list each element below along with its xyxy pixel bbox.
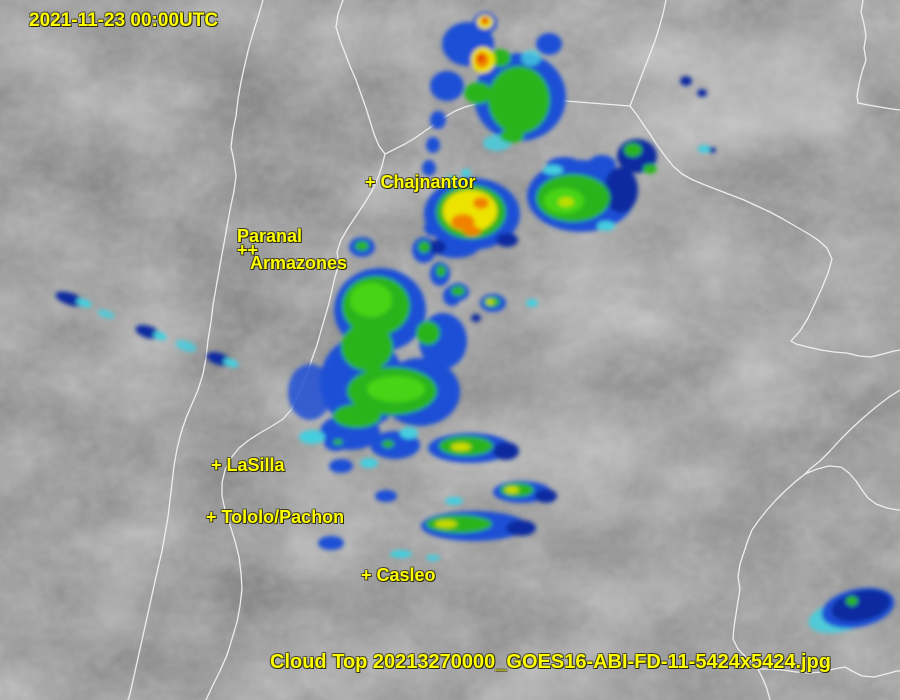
border-bottom-right-branch — [804, 465, 900, 511]
cold-cloud-tops — [55, 12, 895, 634]
border-top-right — [856, 0, 900, 111]
site-label-casleo: + Casleo — [361, 565, 436, 585]
timestamp-label: 2021-11-23 00:00UTC — [29, 10, 219, 31]
border-north-branch — [629, 0, 667, 107]
site-label-armazones: Armazones — [250, 253, 348, 273]
border-bottom-right-east — [757, 666, 900, 678]
site-label-paranal: Paranal — [237, 226, 303, 246]
image-caption: Cloud Top 20213270000_GOES16-ABI-FD-11-5… — [270, 651, 831, 673]
border-southeast-branch — [629, 105, 900, 358]
border-bottom-right-diagonal — [732, 389, 900, 700]
site-marker-paranal-armazones: ++ — [237, 240, 259, 260]
map-borders — [127, 0, 900, 700]
border-chile-argentina — [205, 0, 386, 700]
site-label-chajnantor: + Chajnantor — [365, 172, 476, 192]
site-label-lasilla: + LaSilla — [211, 455, 285, 475]
coastline-chile — [127, 0, 264, 700]
site-label-tololo-pachon: + Tololo/Pachon — [206, 507, 345, 527]
